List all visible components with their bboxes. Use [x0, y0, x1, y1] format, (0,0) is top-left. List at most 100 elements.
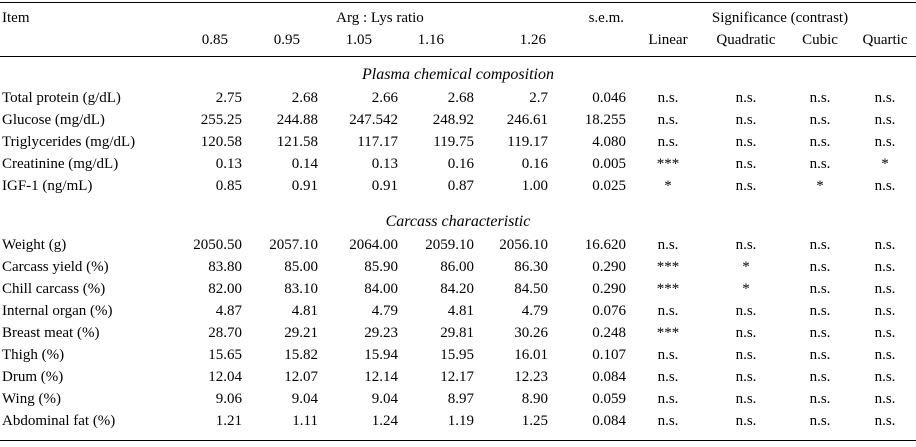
row-item: Wing (%): [2, 391, 61, 407]
row-sem: 0.005: [592, 156, 626, 172]
row-sig-cubic: n.s.: [809, 369, 831, 385]
row-value: 86.30: [514, 259, 548, 275]
row-value: 0.14: [291, 156, 318, 172]
row-sem: 0.290: [592, 259, 626, 275]
row-value: 29.21: [284, 325, 318, 341]
row-sig-quadratic: n.s.: [735, 178, 757, 194]
row-value: 0.91: [371, 178, 398, 194]
row-value: 15.94: [364, 347, 398, 363]
row-value: 2.68: [447, 90, 474, 106]
row-value: 2050.50: [193, 237, 242, 253]
row-sig-cubic: n.s.: [809, 303, 831, 319]
row-sig-quartic: n.s.: [874, 391, 896, 407]
row-item: Total protein (g/dL): [2, 90, 121, 106]
row-item: Breast meat (%): [2, 325, 100, 341]
row-sig-linear: ***: [656, 156, 680, 172]
header-ratio-1: 0.85: [201, 32, 228, 48]
row-sem: 0.107: [592, 347, 626, 363]
row-sig-linear: n.s.: [657, 112, 679, 128]
row-sig-linear: n.s.: [657, 134, 679, 150]
row-item: Thigh (%): [2, 347, 65, 363]
row-sig-linear: n.s.: [657, 347, 679, 363]
row-value: 2.7: [529, 90, 548, 106]
row-value: 4.79: [521, 303, 548, 319]
row-sig-quadratic: n.s.: [735, 134, 757, 150]
row-value: 85.00: [284, 259, 318, 275]
row-value: 2064.00: [349, 237, 398, 253]
row-value: 15.82: [284, 347, 318, 363]
row-value: 83.80: [208, 259, 242, 275]
row-value: 30.26: [514, 325, 548, 341]
header-contrast-linear: Linear: [648, 32, 688, 48]
row-value: 0.13: [371, 156, 398, 172]
row-sem: 0.084: [592, 413, 626, 429]
row-sem: 0.025: [592, 178, 626, 194]
row-sig-cubic: n.s.: [809, 391, 831, 407]
row-sig-cubic: n.s.: [809, 90, 831, 106]
row-value: 4.79: [371, 303, 398, 319]
header-sem: s.e.m.: [588, 10, 624, 26]
row-sig-cubic: n.s.: [809, 281, 831, 297]
row-item: Carcass yield (%): [2, 259, 109, 275]
row-value: 1.24: [371, 413, 398, 429]
header-contrast-cubic: Cubic: [802, 32, 838, 48]
header-ratio-3: 1.05: [345, 32, 372, 48]
row-value: 8.97: [447, 391, 474, 407]
row-sig-quartic: n.s.: [874, 281, 896, 297]
row-sig-quartic: n.s.: [874, 325, 896, 341]
row-value: 28.70: [208, 325, 242, 341]
row-sem: 16.620: [584, 237, 626, 253]
row-value: 117.17: [357, 134, 398, 150]
header-contrast-quartic: Quartic: [862, 32, 908, 48]
row-value: 29.23: [364, 325, 398, 341]
row-value: 12.17: [440, 369, 474, 385]
row-sig-quadratic: n.s.: [735, 369, 757, 385]
row-sig-cubic: n.s.: [809, 112, 831, 128]
top-rule: [0, 2, 916, 3]
row-value: 86.00: [440, 259, 474, 275]
section-title-carcass: Carcass characteristic: [385, 213, 531, 230]
row-value: 246.61: [506, 112, 548, 128]
row-value: 1.00: [521, 178, 548, 194]
row-sig-quadratic: n.s.: [735, 325, 757, 341]
row-value: 121.58: [276, 134, 318, 150]
row-sig-linear: n.s.: [657, 369, 679, 385]
row-item: Glucose (mg/dL): [2, 112, 105, 128]
row-sig-quadratic: n.s.: [735, 156, 757, 172]
row-value: 84.20: [440, 281, 474, 297]
row-sig-cubic: n.s.: [809, 325, 831, 341]
row-sig-cubic: n.s.: [809, 134, 831, 150]
row-item: Weight (g): [2, 237, 67, 253]
row-value: 120.58: [200, 134, 242, 150]
row-value: 244.88: [276, 112, 318, 128]
row-value: 2.66: [371, 90, 398, 106]
header-ratio-4: 1.16: [417, 32, 444, 48]
row-value: 12.07: [284, 369, 318, 385]
row-value: 4.87: [215, 303, 242, 319]
row-sig-cubic: n.s.: [809, 347, 831, 363]
row-sig-quadratic: n.s.: [735, 413, 757, 429]
row-value: 0.91: [291, 178, 318, 194]
row-sig-linear: ***: [656, 325, 680, 341]
row-item: Chill carcass (%): [2, 281, 106, 297]
row-sig-quartic: n.s.: [874, 347, 896, 363]
row-value: 9.04: [371, 391, 398, 407]
row-value: 4.81: [291, 303, 318, 319]
row-sig-quartic: n.s.: [874, 112, 896, 128]
row-value: 248.92: [432, 112, 474, 128]
row-sig-linear: ***: [656, 281, 680, 297]
row-sig-quadratic: n.s.: [735, 237, 757, 253]
row-value: 119.17: [507, 134, 548, 150]
row-value: 2059.10: [425, 237, 474, 253]
header-rule: [0, 56, 916, 57]
row-value: 0.16: [447, 156, 474, 172]
row-value: 83.10: [284, 281, 318, 297]
row-value: 0.16: [521, 156, 548, 172]
row-sig-cubic: n.s.: [809, 413, 831, 429]
row-value: 247.542: [349, 112, 398, 128]
row-sig-linear: n.s.: [657, 413, 679, 429]
header-item: Item: [2, 10, 30, 26]
row-sig-linear: ***: [656, 259, 680, 275]
row-value: 9.04: [291, 391, 318, 407]
